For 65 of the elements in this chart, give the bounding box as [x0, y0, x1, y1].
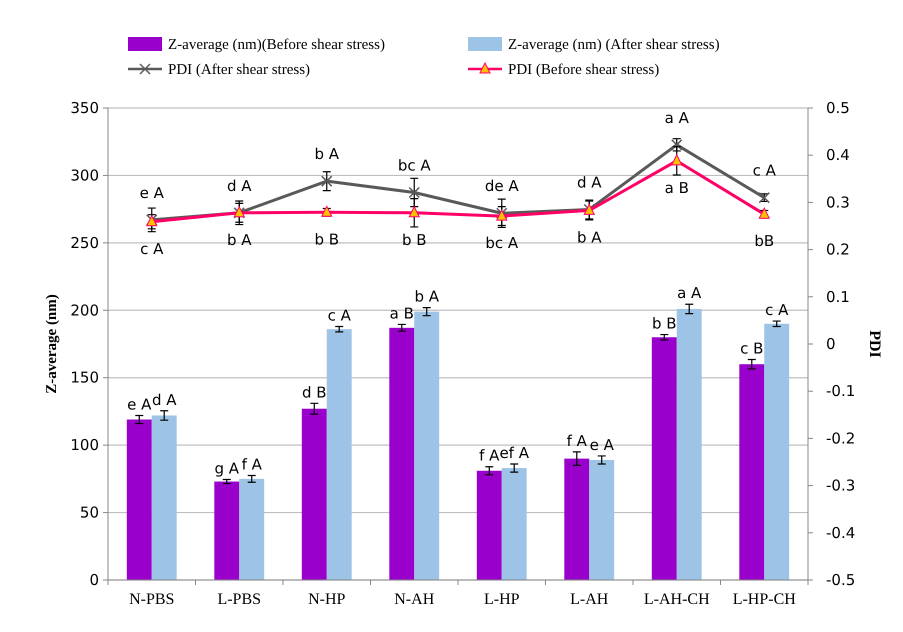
data-label: b B [314, 230, 340, 248]
data-label: b A [576, 228, 602, 246]
data-label: bc A [398, 156, 432, 174]
data-label: g A [214, 460, 240, 478]
legend-label: Z-average (nm)(Before shear stress) [168, 37, 385, 53]
data-label: ef A [499, 444, 530, 462]
y2-tick-label: 0 [826, 335, 836, 353]
x-tick-label: L-PBS [217, 591, 262, 608]
data-label: e A [590, 436, 615, 454]
data-label: b A [314, 145, 340, 164]
data-label: c B [740, 340, 764, 358]
data-label: c A [328, 306, 352, 324]
data-label: f A [479, 446, 500, 465]
data-label: b A [226, 230, 252, 249]
data-label: f A [566, 432, 588, 450]
y-tick-label: 300 [70, 166, 99, 184]
data-label: a B [390, 304, 414, 322]
data-label: f A [242, 455, 263, 474]
data-label: b B [652, 314, 677, 333]
y-tick-label: 200 [70, 301, 99, 320]
x-tick-label: N-PBS [129, 591, 174, 608]
y-tick-label: 350 [70, 99, 99, 117]
y-tick-label: 100 [70, 436, 99, 454]
data-label: a B [664, 179, 689, 198]
x-tick-label: L-AH [570, 591, 609, 608]
data-label: d A [152, 390, 178, 409]
x-tick-label: L-HP [484, 591, 520, 608]
legend-label: Z-average (nm) (After shear stress) [508, 37, 720, 53]
y2-tick-label: 0.4 [826, 146, 850, 164]
legend-label: PDI (After shear stress) [168, 62, 310, 78]
y-tick-label: 0 [89, 571, 99, 589]
x-tick-label: L-HP-CH [732, 591, 796, 608]
y2-axis-title: PDI [866, 330, 883, 358]
x-tick-label: N-AH [394, 591, 435, 608]
y-axis-title: Z-average (nm) [44, 294, 60, 394]
data-label: d A [576, 173, 602, 192]
data-label: d B [302, 383, 327, 402]
x-tick-label: L-AH-CH [644, 591, 710, 608]
y-tick-label: 150 [70, 368, 99, 387]
legend-label: PDI (Before shear stress) [508, 62, 660, 78]
data-label: b A [414, 288, 440, 306]
data-label: de A [484, 177, 520, 196]
x-tick-label: N-HP [308, 591, 346, 608]
y-tick-label: 250 [70, 234, 99, 252]
y2-tick-label: 0.2 [826, 240, 850, 259]
y2-tick-label: -0.3 [826, 476, 856, 495]
y2-tick-label: -0.4 [826, 524, 856, 542]
data-label: c A [765, 301, 790, 320]
y2-tick-label: -0.5 [826, 571, 856, 589]
data-label: a A [677, 284, 702, 302]
y2-tick-label: 0.3 [826, 193, 850, 212]
data-label: e A [127, 395, 152, 414]
y2-tick-label: 0.5 [826, 99, 850, 117]
data-label: bB [754, 232, 774, 250]
y-tick-label: 50 [80, 504, 99, 522]
y2-tick-label: -0.2 [826, 429, 856, 448]
y2-tick-label: -0.1 [826, 382, 856, 400]
data-label: b B [402, 230, 427, 249]
data-label: d A [226, 176, 252, 195]
data-label: a A [664, 108, 690, 127]
data-label: c A [140, 240, 164, 258]
y2-tick-label: 0.1 [826, 288, 850, 306]
data-label: c A [752, 162, 777, 180]
data-label: e A [140, 184, 165, 202]
data-label: bc A [485, 234, 519, 252]
